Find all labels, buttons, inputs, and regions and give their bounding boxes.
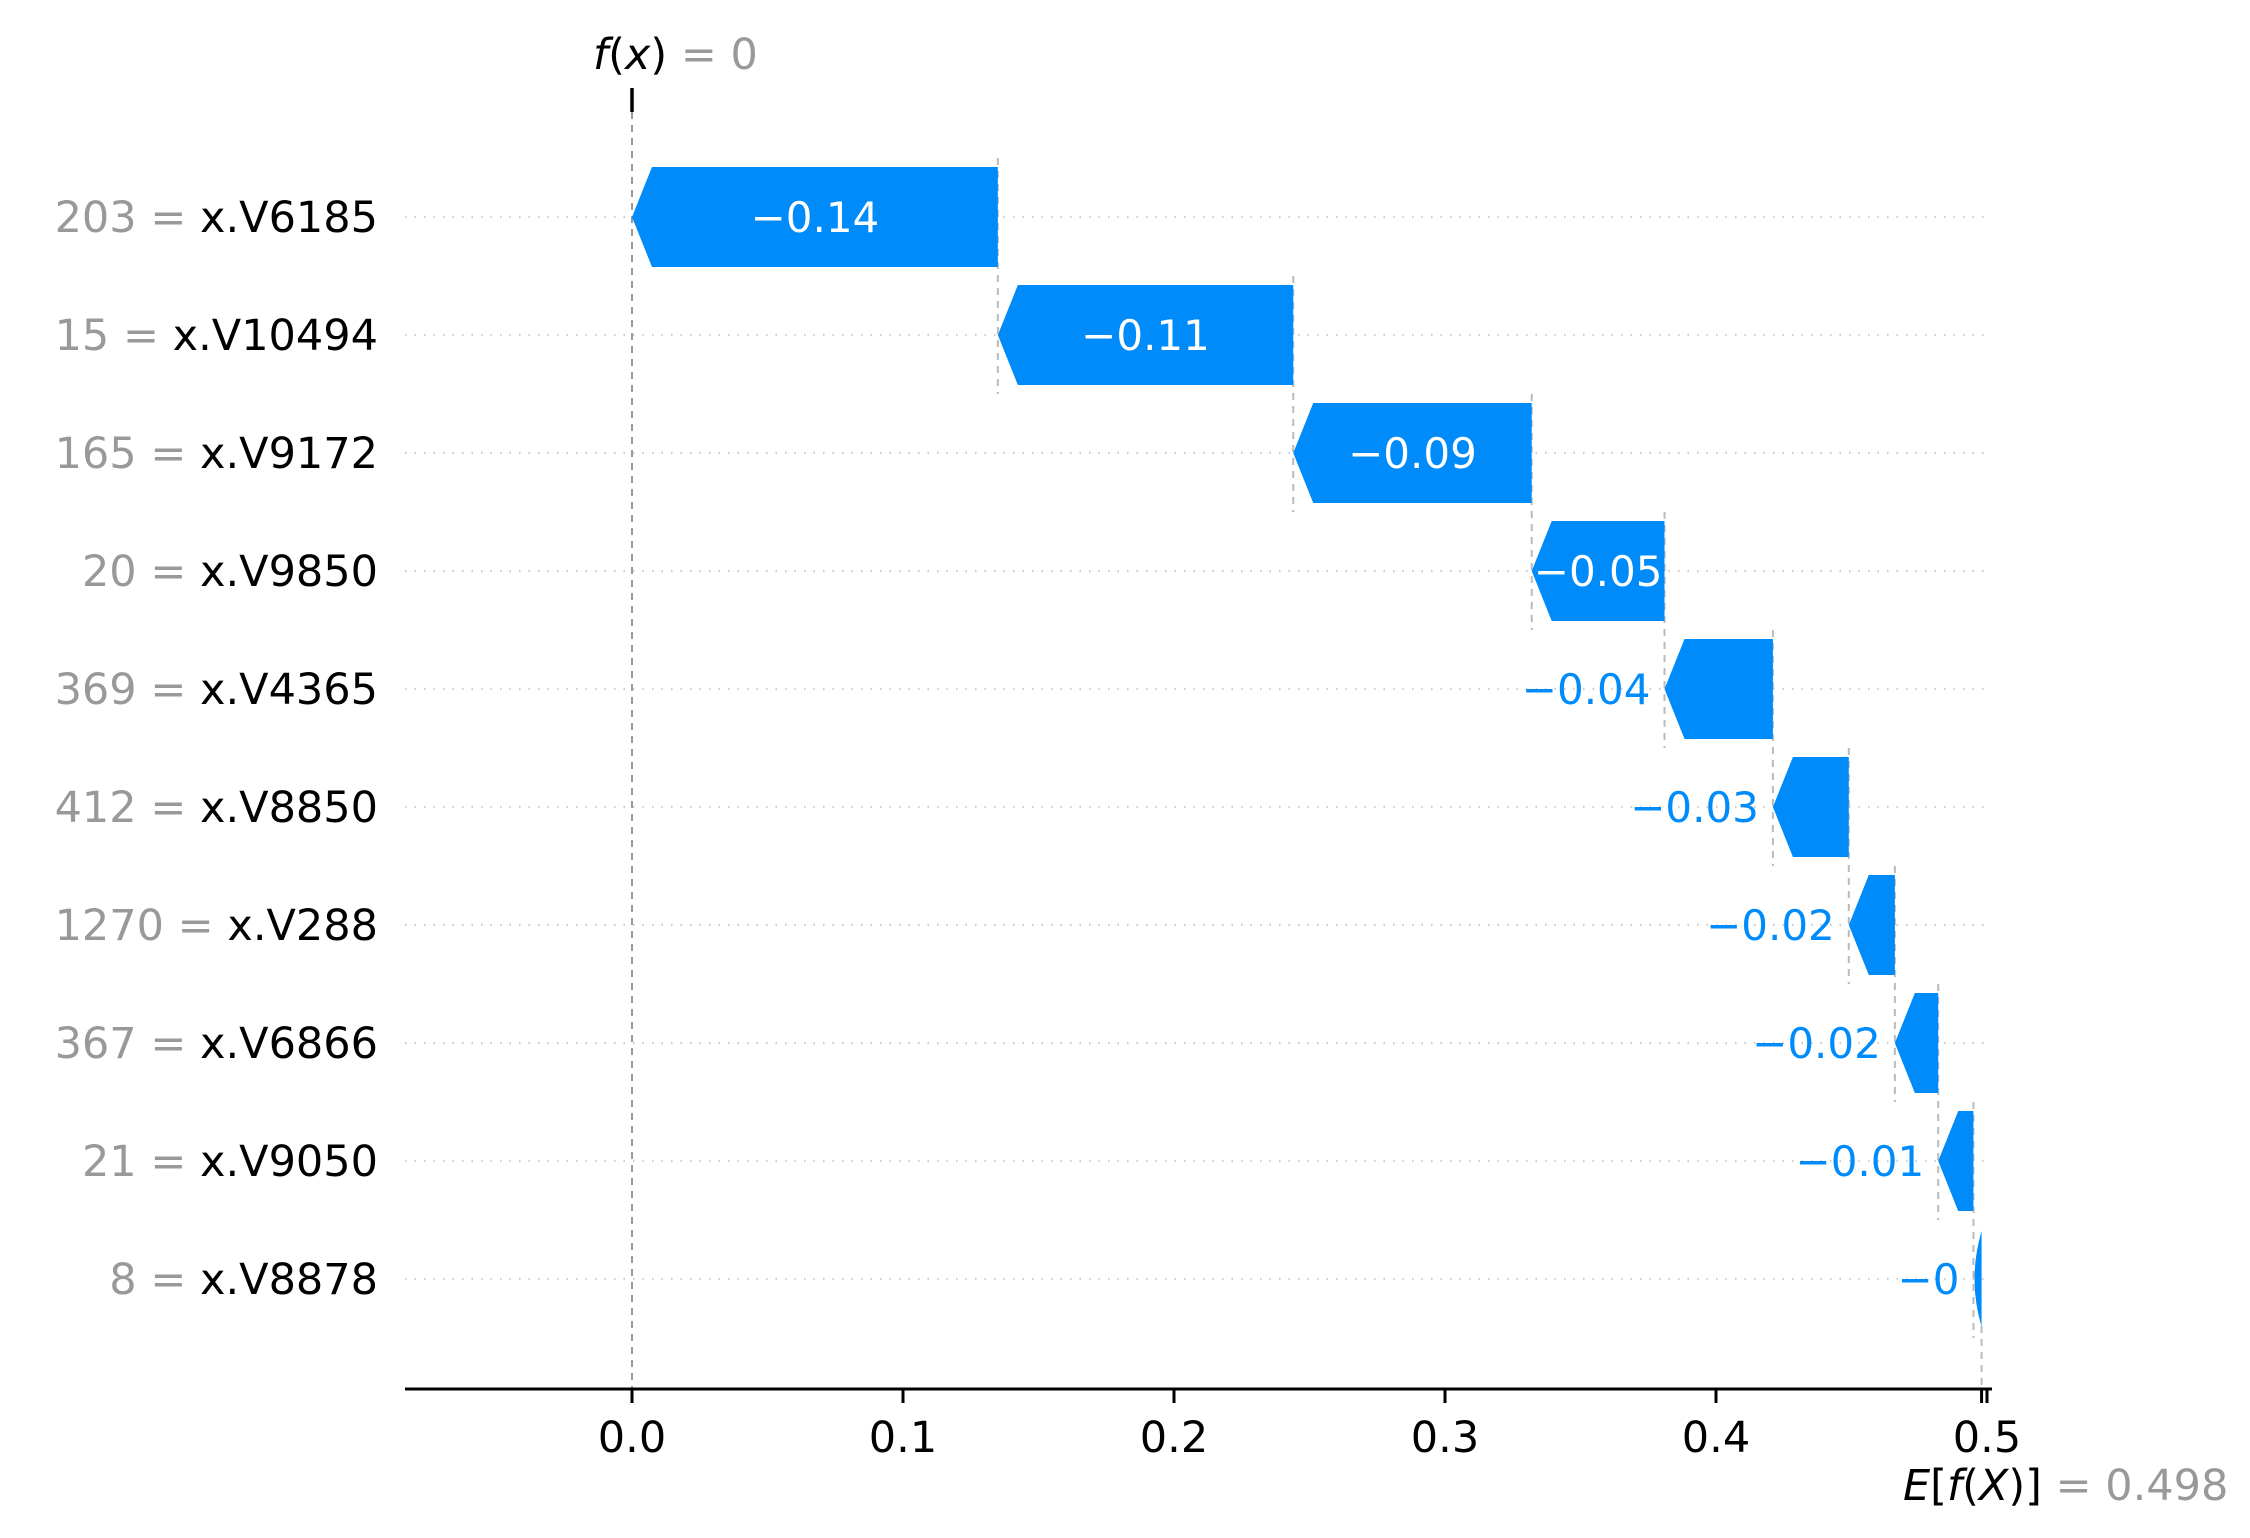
shap-bar xyxy=(1664,639,1773,739)
feature-value: 1270 = xyxy=(55,901,228,951)
bar-layer xyxy=(632,167,1982,1327)
x-tick-label: 0.4 xyxy=(1682,1413,1750,1463)
feature-row-label: 367 = x.V6866 xyxy=(55,1019,378,1069)
feature-name: x.V8878 xyxy=(200,1255,378,1305)
shap-bar xyxy=(1974,1231,1982,1327)
shap-bar xyxy=(1531,521,1665,621)
math-glyph: [ xyxy=(1930,1461,1947,1511)
shap-bar xyxy=(1293,403,1532,503)
x-tick-label: 0.2 xyxy=(1140,1413,1208,1463)
feature-name: x.V6185 xyxy=(200,193,378,243)
feature-row-label: 412 = x.V8850 xyxy=(55,783,378,833)
x-tick-label: 0.3 xyxy=(1411,1413,1479,1463)
feature-value: 165 = xyxy=(55,429,200,479)
feature-row-label: 1270 = x.V288 xyxy=(55,901,378,951)
math-glyph: X xyxy=(1977,1461,2010,1511)
bar-value-label: −0.04 xyxy=(1522,665,1651,714)
feature-value: 369 = xyxy=(55,665,200,715)
feature-name: x.V6866 xyxy=(200,1019,378,1069)
feature-row-label: 8 = x.V8878 xyxy=(109,1255,378,1305)
bar-value-label: −0.02 xyxy=(1752,1019,1881,1068)
annotation-layer: f(x) = 0 E[f(X)] = 0.498 xyxy=(593,30,2228,1511)
bar-label-layer: −0.14 −0.11 −0.09 −0.05 −0.04 −0.03 −0.02 −0.02… xyxy=(751,193,1960,1304)
feature-name: x.V9172 xyxy=(200,429,378,479)
feature-row-label: 15 = x.V10494 xyxy=(55,311,378,361)
feature-row-label: 203 = x.V6185 xyxy=(55,193,378,243)
bar-value-label: −0.01 xyxy=(1796,1137,1925,1186)
row-label-layer: 203 = x.V6185 15 = x.V10494 165 = x.V9172 2… xyxy=(55,193,378,1305)
shap-bar xyxy=(1894,993,1939,1093)
shap-bar xyxy=(997,285,1294,385)
bar-value-label: −0 xyxy=(1898,1255,1960,1304)
shap-bar xyxy=(632,167,998,267)
math-glyph: ) xyxy=(650,30,667,80)
feature-value: 203 = xyxy=(55,193,200,243)
feature-value: 367 = xyxy=(55,1019,200,1069)
feature-value: 21 = xyxy=(82,1137,200,1187)
bar-value-label: −0.09 xyxy=(1348,429,1477,478)
bar-value-label: −0.14 xyxy=(751,193,880,242)
feature-value: 20 = xyxy=(82,547,200,597)
x-tick-label: 0.0 xyxy=(598,1413,666,1463)
base-annotation: E[f(X)] = 0.498 xyxy=(1903,1461,2228,1511)
math-glyph: x xyxy=(623,30,651,80)
feature-name: x.V8850 xyxy=(200,783,378,833)
fx-annotation: f(x) = 0 xyxy=(593,30,758,80)
shap-bar xyxy=(1938,1111,1974,1211)
annotation-value: = 0.498 xyxy=(2042,1461,2228,1511)
axis-layer: 0.0 0.1 0.2 0.3 0.4 0.5 xyxy=(405,1387,2021,1463)
math-glyph: ( xyxy=(1962,1461,1979,1511)
x-tick-label: 0.1 xyxy=(869,1413,937,1463)
feature-name: x.V9050 xyxy=(200,1137,378,1187)
feature-name: x.V288 xyxy=(227,901,378,951)
feature-row-label: 165 = x.V9172 xyxy=(55,429,378,479)
shap-bar xyxy=(1772,757,1849,857)
bar-value-label: −0.03 xyxy=(1630,783,1759,832)
math-glyph: ] xyxy=(2025,1461,2042,1511)
feature-name: x.V4365 xyxy=(200,665,378,715)
bar-value-label: −0.02 xyxy=(1706,901,1835,950)
math-glyph: ) xyxy=(2008,1461,2025,1511)
bar-value-label: −0.05 xyxy=(1534,547,1663,596)
shap-bar xyxy=(1848,875,1895,975)
feature-name: x.V9850 xyxy=(200,547,378,597)
feature-value: 15 = xyxy=(55,311,173,361)
bar-value-label: −0.11 xyxy=(1081,311,1210,360)
feature-row-label: 20 = x.V9850 xyxy=(82,547,378,597)
math-glyph: ( xyxy=(608,30,625,80)
feature-value: 8 = xyxy=(109,1255,200,1305)
feature-row-label: 369 = x.V4365 xyxy=(55,665,378,715)
feature-name: x.V10494 xyxy=(173,311,378,361)
annotation-value: = 0 xyxy=(667,30,758,80)
x-tick-label: 0.5 xyxy=(1953,1413,2021,1463)
feature-row-label: 21 = x.V9050 xyxy=(82,1137,378,1187)
connector-layer xyxy=(630,88,1983,1388)
feature-value: 412 = xyxy=(55,783,200,833)
math-glyph: E xyxy=(1903,1461,1931,1511)
